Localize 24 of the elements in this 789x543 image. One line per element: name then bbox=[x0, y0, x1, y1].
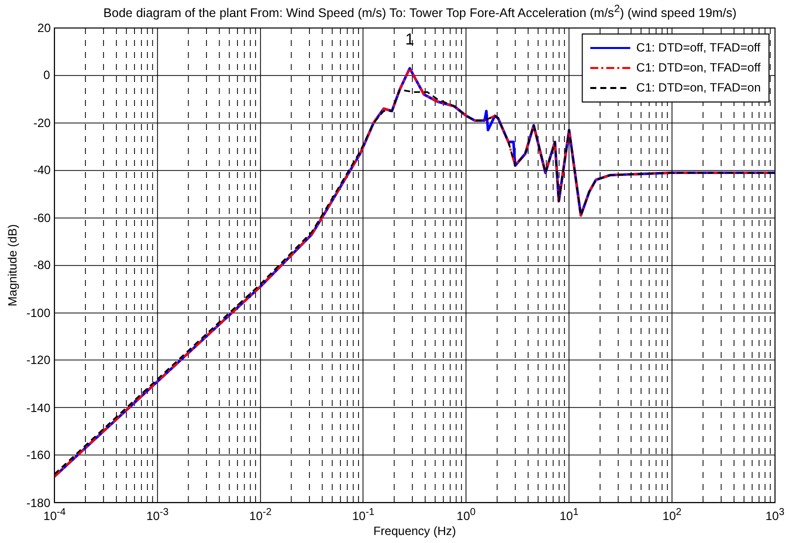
legend-label: C1: DTD=off, TFAD=off bbox=[636, 40, 762, 54]
y-tick-label: -140 bbox=[26, 400, 50, 415]
y-tick-label: 0 bbox=[43, 68, 50, 82]
x-tick-label: 10$^{3}$ bbox=[766, 506, 784, 523]
y-axis-title: Magnitude (dB) bbox=[6, 224, 20, 306]
chart-title: Bode diagram of the plant From: Wind Speed (m/s) To: Tower Top Fore-Aft Acceleration (m/s$^{2}$) (wind speed 19m/s) bbox=[102, 4, 738, 20]
y-tick-label: -60 bbox=[33, 210, 51, 225]
x-tick-label: 10$^{2}$ bbox=[662, 506, 682, 523]
annotation: 1 bbox=[405, 32, 414, 49]
y-tick-label: -160 bbox=[26, 448, 50, 462]
x-tick-label: 10$^{0}$ bbox=[456, 506, 476, 523]
y-tick-label: -20 bbox=[33, 116, 51, 130]
y-tick-label: -80 bbox=[33, 258, 51, 272]
y-tick-label: -40 bbox=[33, 163, 51, 178]
legend-label: C1: DTD=on, TFAD=off bbox=[636, 60, 762, 74]
x-tick-label: 10$^{1}$ bbox=[560, 506, 579, 523]
y-tick-label: 20 bbox=[37, 21, 51, 35]
x-tick-label: 10$^{-2}$ bbox=[249, 506, 272, 523]
legend-label: C1: DTD=on, TFAD=on bbox=[636, 80, 761, 94]
x-tick-label: 10$^{-3}$ bbox=[146, 506, 169, 523]
x-tick-label: 10$^{-1}$ bbox=[352, 506, 374, 523]
x-axis-title: Frequency (Hz) bbox=[373, 524, 456, 538]
y-tick-label: -120 bbox=[26, 353, 50, 368]
y-tick-label: -100 bbox=[26, 306, 50, 320]
